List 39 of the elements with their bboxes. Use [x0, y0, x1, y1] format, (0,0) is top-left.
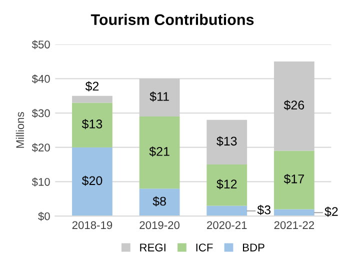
bar [206, 206, 248, 216]
x-tick-label: 2019-20 [140, 221, 180, 230]
data-label: $17 [284, 174, 304, 184]
data-label: $2 [85, 81, 99, 92]
y-tick-label: $50 [32, 40, 50, 50]
chart-title: Tourism Contributions [90, 14, 254, 26]
bar [274, 150, 314, 210]
data-label: $11 [150, 92, 169, 102]
y-axis-title: Millions [16, 112, 24, 148]
x-tick-label: 2021-22 [274, 221, 314, 230]
bar [274, 209, 314, 216]
legend-label: BDP [242, 244, 264, 252]
bar [139, 78, 180, 116]
legend-label: REGI [140, 244, 166, 252]
bar [139, 116, 180, 189]
y-tick-label: $0 [38, 212, 50, 221]
legend-label: ICF [196, 244, 213, 252]
bar [72, 96, 112, 103]
data-label: $2 [324, 206, 338, 217]
y-tick-label: $10 [32, 178, 50, 187]
data-label: $3 [257, 204, 271, 216]
data-label: $20 [82, 176, 102, 186]
x-tick-label: 2020-21 [207, 221, 247, 230]
y-tick-label: $40 [32, 74, 50, 84]
data-label: $13 [216, 136, 237, 146]
x-tick-label: 2018-19 [72, 221, 112, 230]
bar [72, 147, 112, 216]
data-label: $26 [284, 100, 304, 110]
data-label: $21 [149, 146, 170, 157]
y-tick-label: $20 [32, 143, 50, 152]
data-label: $8 [152, 196, 166, 206]
bar [72, 102, 112, 148]
data-label: $12 [216, 179, 237, 190]
bar [139, 188, 180, 216]
y-tick-label: $30 [32, 108, 50, 118]
bar [206, 164, 248, 206]
bar [274, 61, 314, 151]
bar [206, 120, 248, 165]
data-label: $13 [82, 119, 102, 130]
